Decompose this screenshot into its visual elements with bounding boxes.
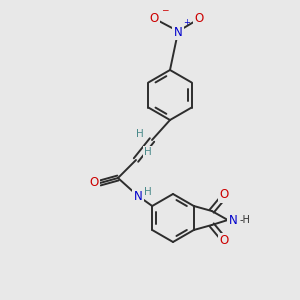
Text: −: −	[161, 5, 169, 14]
Text: O: O	[194, 13, 204, 26]
Text: O: O	[89, 176, 99, 190]
Text: N: N	[228, 214, 237, 226]
Text: -H: -H	[240, 215, 251, 225]
Text: +: +	[183, 18, 190, 27]
Text: N: N	[134, 190, 142, 202]
Text: N: N	[174, 26, 182, 38]
Text: O: O	[219, 188, 228, 202]
Text: H: H	[144, 147, 152, 157]
Text: H: H	[144, 187, 152, 197]
Text: O: O	[149, 13, 159, 26]
Text: H: H	[136, 129, 144, 139]
Text: O: O	[219, 235, 228, 248]
